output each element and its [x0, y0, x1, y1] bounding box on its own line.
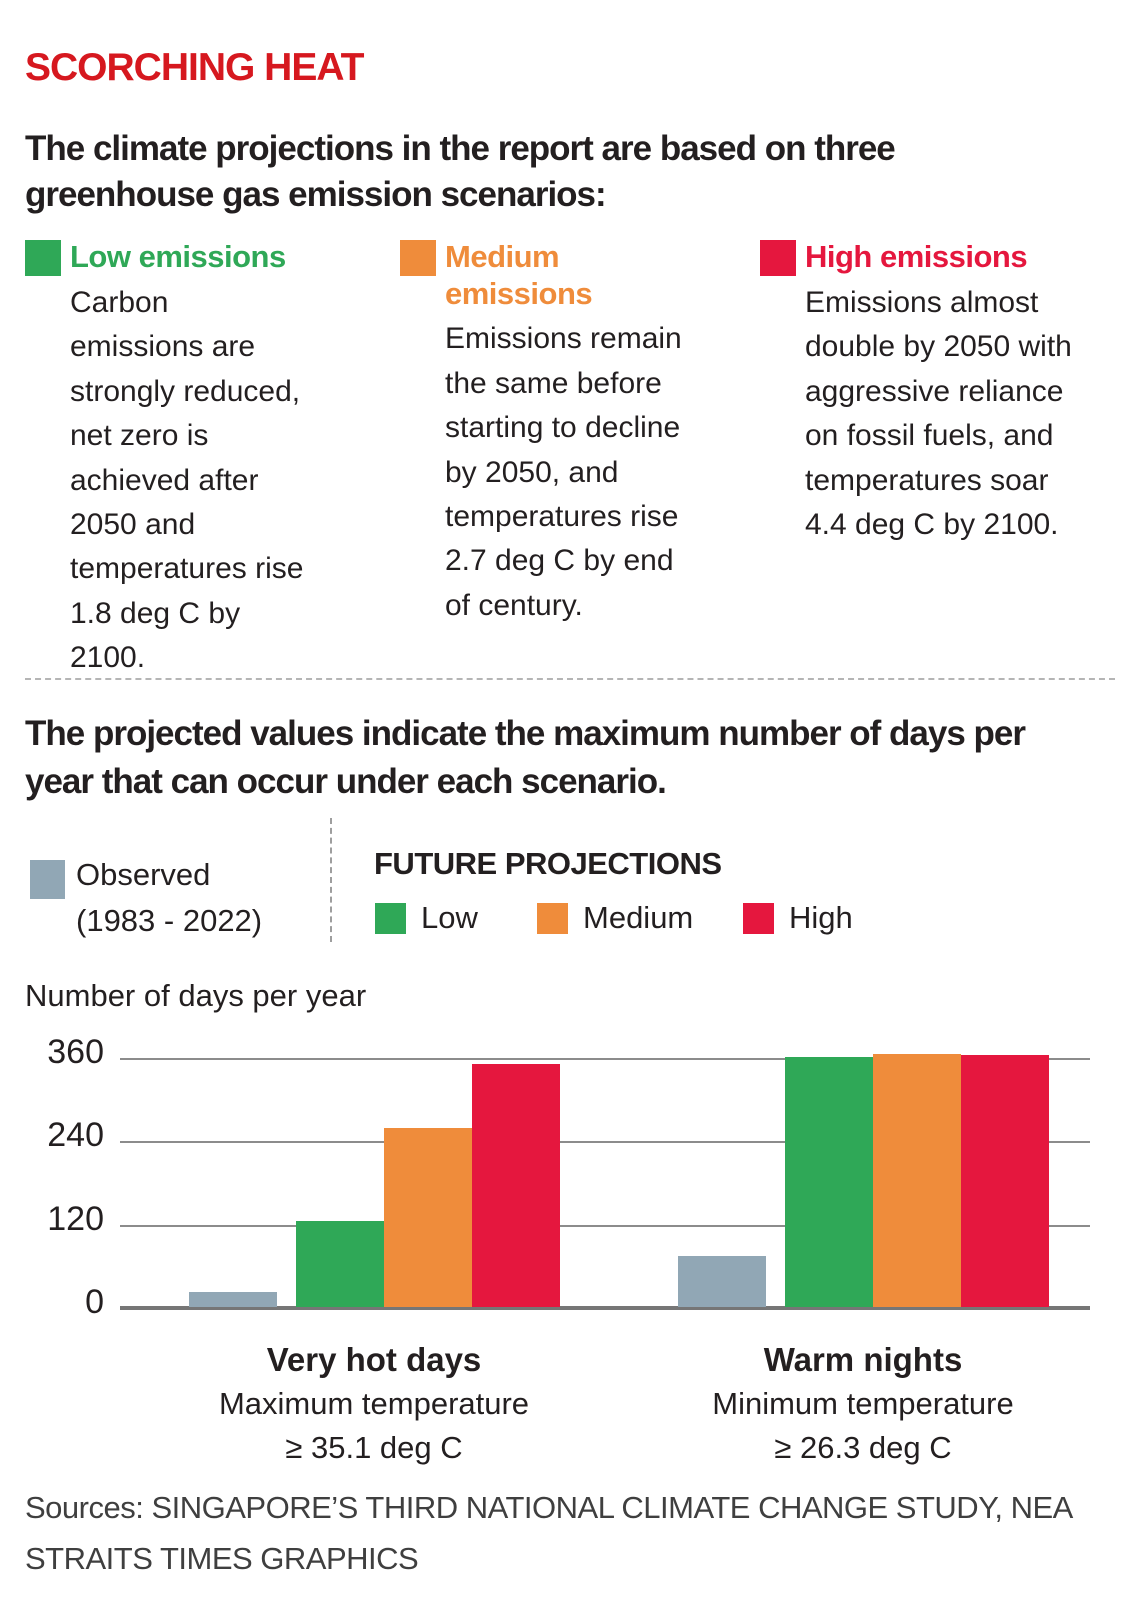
category-subtitle: ≥ 26.3 deg C: [774, 1430, 952, 1465]
future-projection-items: Low Medium High: [0, 900, 1140, 936]
observed-swatch-icon: [30, 860, 65, 899]
scenario-title: Low emissions: [70, 239, 286, 274]
future-projections-title: FUTURE PROJECTIONS: [374, 846, 722, 881]
observed-label-line1: Observed: [76, 857, 211, 892]
scenario-description: Emissions remain the same before startin…: [445, 322, 682, 622]
category-name: Very hot days: [266, 1341, 482, 1378]
bar-very-hot-days-low: [296, 1221, 384, 1307]
y-axis-label: Number of days per year: [25, 978, 367, 1013]
legend-item-medium: Medium: [537, 900, 693, 936]
bar-warm-nights-high: [961, 1055, 1049, 1307]
scenario-medium-emissions: Medium emissions Emissions remain the sam…: [400, 238, 760, 681]
y-tick-120: 120: [47, 1199, 104, 1238]
x-axis-line: [120, 1306, 1090, 1310]
scenario-low-emissions: Low emissions Carbon emissions are strong…: [25, 238, 400, 681]
bar-very-hot-days-high: [472, 1064, 560, 1307]
y-tick-240: 240: [47, 1116, 104, 1155]
sources-text: Sources: SINGAPORE’S THIRD NATIONAL CLIM…: [25, 1482, 1073, 1584]
medium-emissions-swatch-icon: [400, 240, 436, 276]
observed-label: Observed (1983 - 2022): [76, 852, 262, 944]
legend-divider: [330, 818, 332, 942]
observed-label-line2: (1983 - 2022): [76, 903, 263, 938]
sources-line: STRAITS TIMES GRAPHICS: [25, 1541, 419, 1576]
category-subtitle: Minimum temperature: [712, 1386, 1014, 1421]
sources-line: Sources: SINGAPORE’S THIRD NATIONAL CLIM…: [25, 1490, 1073, 1525]
bar-chart: Number of days per year 0 120 240 360 Very …: [0, 958, 1140, 1478]
category-subtitle: ≥ 35.1 deg C: [285, 1430, 463, 1465]
legend-item-high: High: [743, 900, 853, 936]
high-emissions-swatch-icon: [760, 240, 796, 276]
scenario-title: Medium emissions: [445, 239, 593, 312]
legend-item-label: Low: [421, 900, 478, 935]
plot-area: 0 120 240 360: [47, 1034, 1090, 1320]
legend-item-label: Medium: [583, 900, 694, 935]
scenario-high-emissions: High emissions Emissions almost double by…: [760, 238, 1115, 681]
category-name: Warm nights: [763, 1341, 963, 1378]
category-subtitle: Maximum temperature: [218, 1386, 530, 1421]
y-tick-360: 360: [47, 1033, 104, 1071]
note-text: The projected values indicate the maximu…: [25, 714, 1026, 802]
legend-item-label: High: [789, 900, 853, 935]
category-label-warm-nights: Warm nights Minimum temperature ≥ 26.3 deg…: [613, 1338, 1113, 1470]
gridline-240: [120, 1141, 1090, 1144]
bar-warm-nights-observed-1983-2022: [678, 1256, 766, 1307]
low-legend-swatch-icon: [375, 902, 406, 934]
scenario-legend: Low emissions Carbon emissions are strong…: [25, 238, 1125, 681]
bar-very-hot-days-observed-1983-2022: [189, 1292, 277, 1307]
high-legend-swatch-icon: [743, 902, 774, 934]
bar-very-hot-days-medium: [384, 1128, 472, 1307]
gridline-360: [120, 1058, 1090, 1060]
y-tick-0: 0: [85, 1283, 104, 1321]
legend-item-low: Low: [375, 900, 478, 936]
scenario-description: Emissions almost double by 2050 with agg…: [805, 286, 1072, 541]
medium-legend-swatch-icon: [537, 902, 568, 934]
category-label-very-hot-days: Very hot days Maximum temperature ≥ 35.1 d…: [124, 1338, 624, 1470]
scenario-title: High emissions: [805, 239, 1028, 274]
bar-warm-nights-medium: [873, 1054, 961, 1307]
bar-warm-nights-low: [785, 1057, 873, 1307]
page-title: SCORCHING HEAT: [25, 46, 364, 89]
section-divider: [25, 678, 1115, 680]
scenario-description: Carbon emissions are strongly reduced, n…: [70, 286, 304, 675]
intro-text: The climate projections in the report ar…: [25, 129, 896, 215]
chart-legend: Observed (1983 - 2022) FUTURE PROJECTION…: [0, 818, 1140, 942]
gridline-120: [120, 1224, 1090, 1227]
low-emissions-swatch-icon: [25, 240, 61, 276]
